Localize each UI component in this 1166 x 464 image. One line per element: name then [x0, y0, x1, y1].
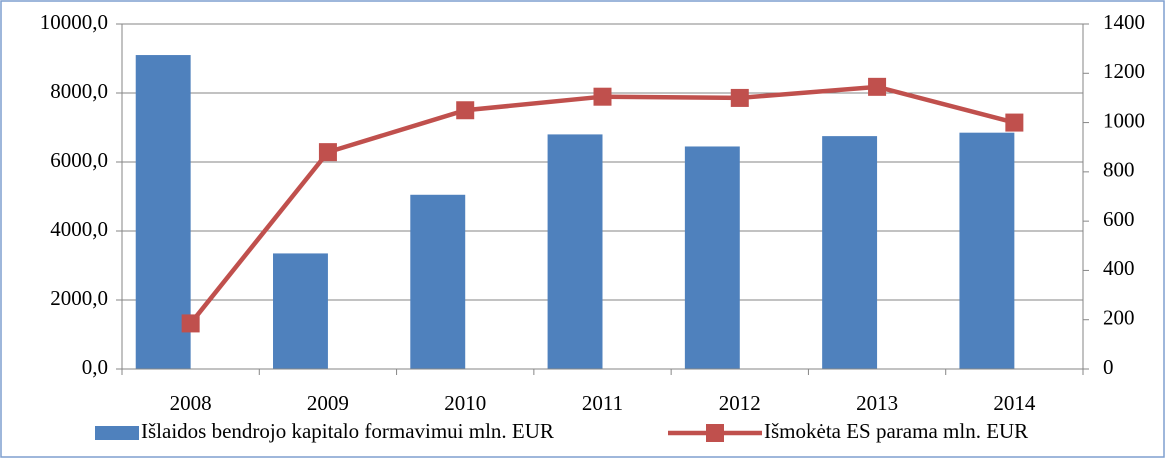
- x-tick-label: 2013: [856, 391, 898, 415]
- x-tick-label: 2012: [719, 391, 761, 415]
- bar: [135, 55, 191, 370]
- y2-tick-label: 400: [1103, 256, 1135, 280]
- y2-tick-label: 200: [1103, 306, 1135, 330]
- y2-tick-label: 1400: [1103, 10, 1145, 34]
- line-marker: [456, 101, 475, 120]
- y-tick-label: 0,0: [82, 355, 108, 379]
- y-tick-label: 6000,0: [50, 148, 108, 172]
- legend-swatch: [706, 424, 724, 442]
- y-tick-label: 4000,0: [50, 217, 108, 241]
- bar: [273, 253, 328, 369]
- legend-swatch: [95, 426, 139, 440]
- y2-tick-label: 0: [1103, 355, 1114, 379]
- line-marker: [868, 77, 887, 96]
- x-tick-label: 2008: [170, 391, 212, 415]
- y-tick-label: 10000,0: [40, 10, 108, 34]
- bar: [959, 132, 1015, 369]
- x-tick-label: 2010: [444, 391, 486, 415]
- y2-tick-label: 600: [1103, 207, 1135, 231]
- x-tick-label: 2009: [307, 391, 349, 415]
- bar: [547, 134, 603, 369]
- y-tick-label: 2000,0: [50, 286, 108, 310]
- line-marker: [730, 88, 749, 107]
- legend-label: Išmokėta ES parama mln. EUR: [764, 419, 1028, 443]
- y2-tick-label: 1200: [1103, 59, 1145, 83]
- x-tick-label: 2011: [582, 391, 623, 415]
- bar: [822, 136, 878, 369]
- line-marker: [593, 87, 612, 106]
- y2-tick-label: 800: [1103, 158, 1135, 182]
- line-marker: [181, 314, 200, 333]
- y2-tick-label: 1000: [1103, 108, 1145, 132]
- x-tick-label: 2014: [993, 391, 1036, 415]
- line-marker: [1005, 113, 1024, 132]
- y-tick-label: 8000,0: [50, 79, 108, 103]
- line-marker: [318, 143, 337, 162]
- bar: [410, 194, 466, 369]
- bar: [684, 146, 740, 369]
- legend-label: Išlaidos bendrojo kapitalo formavimui ml…: [141, 419, 554, 443]
